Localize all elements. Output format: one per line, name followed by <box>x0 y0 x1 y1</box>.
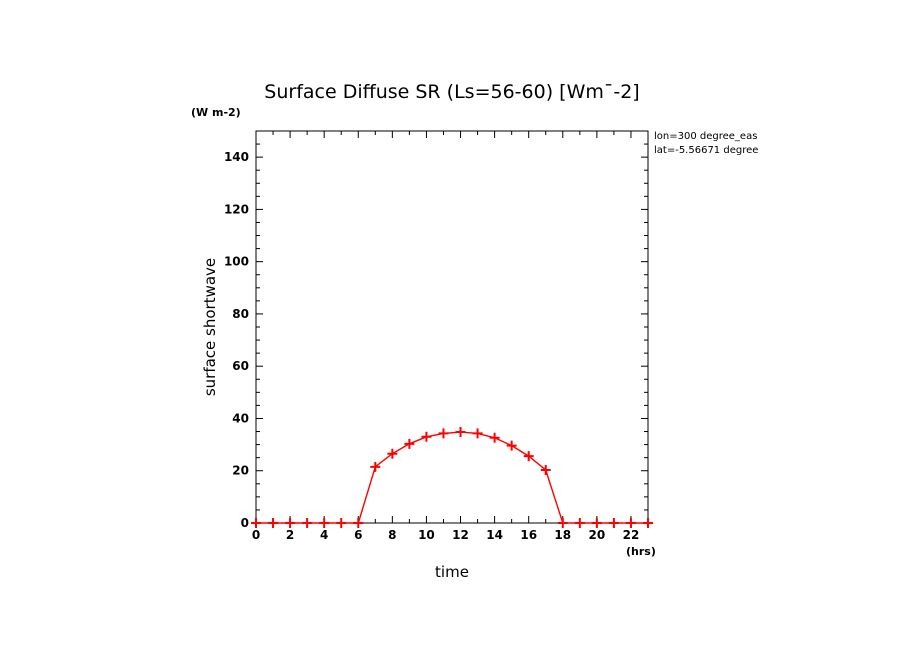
x-tick-label: 2 <box>286 528 294 542</box>
y-tick-label: 0 <box>241 516 249 530</box>
y-tick-label: 40 <box>232 411 249 425</box>
y-tick-label: 60 <box>232 359 249 373</box>
data-point-marker <box>591 518 602 528</box>
x-tick-label: 12 <box>452 528 469 542</box>
x-axis-label: time <box>435 563 469 581</box>
y-axis-units: (W m-2) <box>191 106 241 119</box>
data-point-marker <box>319 518 330 528</box>
y-tick-label: 120 <box>224 202 249 216</box>
data-point-marker <box>523 451 534 462</box>
x-axis-units: (hrs) <box>626 545 656 558</box>
x-tick-label: 10 <box>418 528 435 542</box>
x-tick-labels: 0 2 4 6 8 10 12 14 16 18 20 22 <box>252 528 639 542</box>
series-layer <box>251 427 653 528</box>
data-point-marker <box>302 518 313 528</box>
y-tick-label: 100 <box>224 255 249 269</box>
x-tick-label: 0 <box>252 528 260 542</box>
data-point-marker <box>540 464 551 475</box>
x-tick-label: 8 <box>388 528 396 542</box>
data-point-marker <box>643 518 653 528</box>
x-tick-label: 4 <box>320 528 328 542</box>
x-tick-label: 16 <box>520 528 537 542</box>
x-tick-label: 18 <box>554 528 571 542</box>
y-axis-label: surface shortwave <box>201 258 219 396</box>
data-point-marker <box>370 461 381 472</box>
annotation-lat: lat=-5.56671 degree <box>654 145 758 156</box>
data-point-marker <box>421 431 432 442</box>
x-tick-label: 14 <box>486 528 503 542</box>
data-point-marker <box>387 448 398 459</box>
data-point-marker <box>455 427 466 438</box>
data-point-marker <box>438 428 449 439</box>
y-tick-labels: 0 20 40 60 80 100 120 140 <box>224 150 249 530</box>
data-point-marker <box>625 518 636 528</box>
data-point-marker <box>574 518 585 528</box>
data-point-marker <box>251 518 261 528</box>
annotation-lon: lon=300 degree_eas <box>654 131 757 142</box>
data-point-marker <box>472 428 483 439</box>
data-point-marker <box>557 518 568 528</box>
chart-title: Surface Diffuse SR (Ls=56-60) [Wm¯-2] <box>264 81 639 103</box>
data-point-marker <box>608 518 619 528</box>
x-tick-label: 6 <box>354 528 362 542</box>
data-point-marker <box>285 518 296 528</box>
x-tick-label: 20 <box>589 528 606 542</box>
data-point-marker <box>268 518 279 528</box>
data-point-marker <box>489 432 500 443</box>
y-tick-label: 140 <box>224 150 249 164</box>
data-point-marker <box>353 518 364 528</box>
x-tick-label: 22 <box>623 528 640 542</box>
data-point-marker <box>336 518 347 528</box>
data-point-marker <box>506 440 517 451</box>
y-tick-label: 80 <box>232 307 249 321</box>
data-point-marker <box>404 438 415 449</box>
y-tick-label: 20 <box>232 464 249 478</box>
